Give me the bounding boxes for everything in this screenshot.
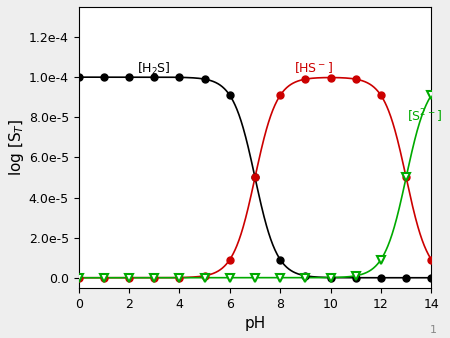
Text: 1: 1 <box>429 324 436 335</box>
Text: [H$_2$S]: [H$_2$S] <box>137 61 171 77</box>
Text: [HS$^-$]: [HS$^-$] <box>293 60 333 75</box>
X-axis label: pH: pH <box>244 316 266 331</box>
Text: [S$^{2-}$]: [S$^{2-}$] <box>407 107 443 125</box>
Y-axis label: log [S$_T$]: log [S$_T$] <box>7 119 26 176</box>
